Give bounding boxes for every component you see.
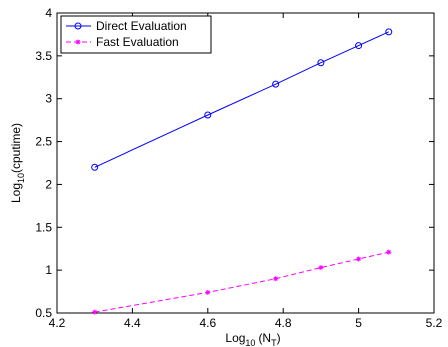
series-layer xyxy=(91,28,393,315)
legend: Direct Evaluation Fast Evaluation xyxy=(60,15,212,54)
x-tick-label: 4.2 xyxy=(49,316,66,330)
legend-marker xyxy=(75,39,81,45)
data-point xyxy=(355,42,363,50)
data-point xyxy=(273,276,279,282)
legend-marker xyxy=(74,22,82,30)
x-tick-label: 4.8 xyxy=(275,316,292,330)
data-point xyxy=(317,59,325,67)
y-tick-label: 4 xyxy=(45,6,52,20)
legend-box xyxy=(60,15,212,54)
plot-area xyxy=(56,12,435,314)
data-point xyxy=(386,249,392,255)
x-tick-label: 4.6 xyxy=(199,316,216,330)
data-point xyxy=(204,111,212,119)
x-tick-label: 5 xyxy=(355,316,362,330)
legend-label: Fast Evaluation xyxy=(96,35,179,49)
y-tick-label: 1 xyxy=(45,263,52,277)
y-axis-label: Log10(cputime) xyxy=(9,123,26,203)
y-tick-label: 0.5 xyxy=(35,306,52,320)
x-tick-label: 4.4 xyxy=(124,316,141,330)
data-point xyxy=(272,80,280,88)
y-tick-label: 2 xyxy=(45,177,52,191)
y-tick-label: 2.5 xyxy=(35,135,52,149)
series-line-1 xyxy=(94,251,389,313)
y-tick-label: 3 xyxy=(45,92,52,106)
data-point xyxy=(205,289,211,295)
data-point xyxy=(385,28,393,36)
data-point xyxy=(92,309,98,315)
data-point xyxy=(91,163,99,171)
series-line-0 xyxy=(94,31,389,168)
x-axis-label: Log10 (NT) xyxy=(225,331,280,347)
legend-label: Direct Evaluation xyxy=(96,19,187,33)
y-tick-label: 3.5 xyxy=(35,49,52,63)
axes: 4.2 4.4 4.6 4.8 5 5.2 0.5 1 1.5 2 2.5 3 3.5 4 xyxy=(35,6,442,330)
x-tick-label: 5.2 xyxy=(426,316,443,330)
y-tick-label: 1.5 xyxy=(35,220,52,234)
data-point xyxy=(356,256,362,262)
data-point xyxy=(318,265,324,271)
